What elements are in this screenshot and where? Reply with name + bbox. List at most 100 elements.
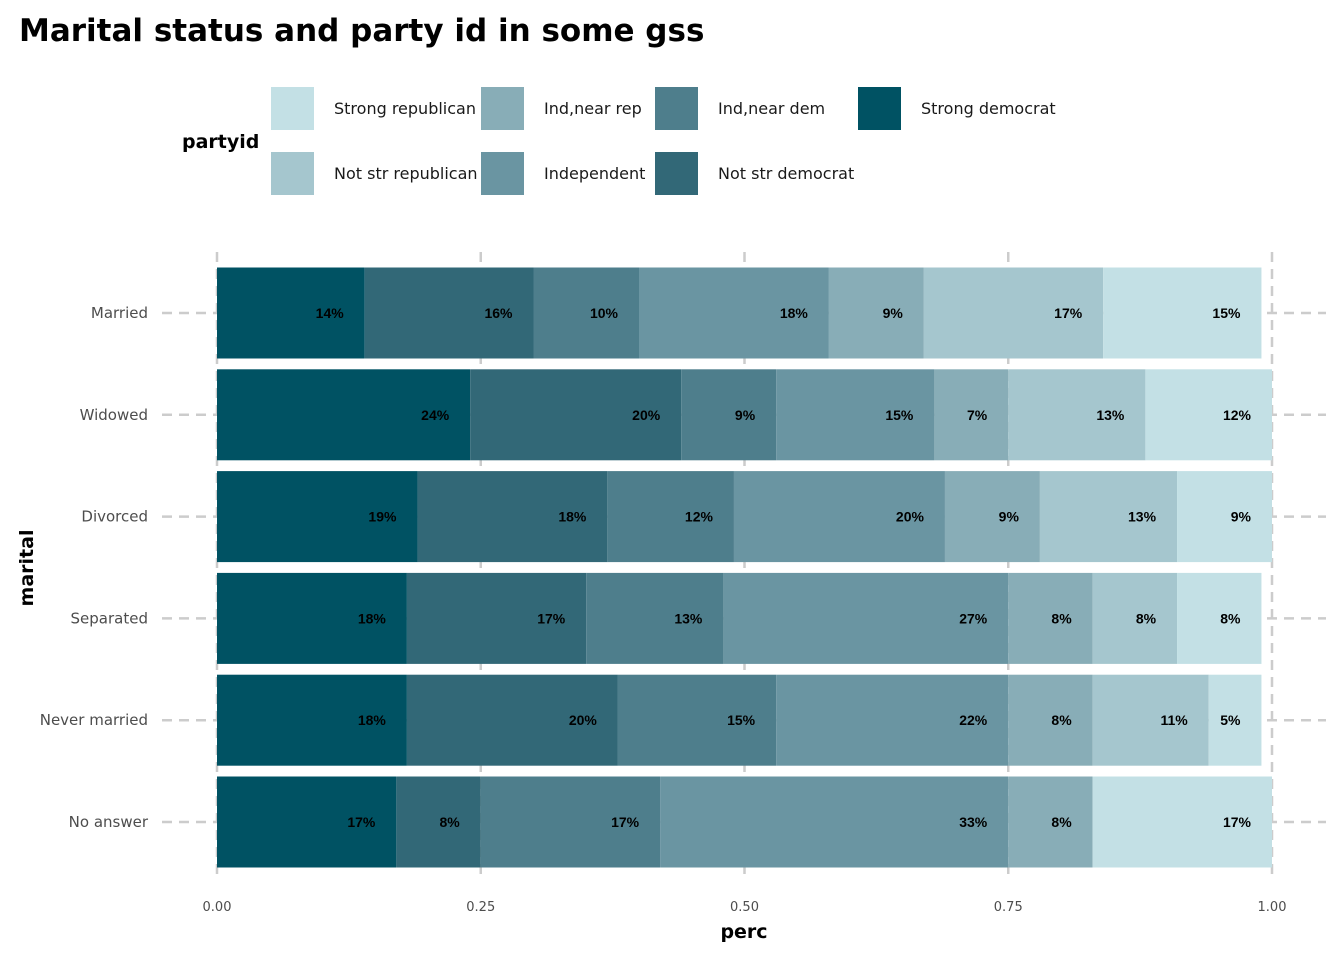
bar-label: 17%: [611, 814, 640, 830]
bar-never-married-not-str-democrat: [406, 674, 618, 766]
bar-widowed-not-str-democrat: [470, 369, 682, 461]
bar-divorced-independent: [733, 471, 945, 563]
bar-label: 9%: [1231, 509, 1252, 525]
bar-no-answer-ind-near-dem: [480, 776, 661, 868]
bar-label: 19%: [368, 509, 397, 525]
x-tick-label: 0.75: [994, 900, 1023, 915]
bar-label: 13%: [674, 610, 703, 626]
bar-widowed-independent: [776, 369, 935, 461]
bar-never-married-strong-republican: [1208, 674, 1262, 766]
bar-label: 20%: [632, 407, 661, 423]
bar-label: 17%: [1223, 814, 1252, 830]
legend-item-ind-near-dem: Ind,near dem: [655, 87, 825, 130]
bar-widowed-not-str-republican: [1008, 369, 1146, 461]
bar-never-married-ind-near-rep: [1008, 674, 1093, 766]
bar-never-married-ind-near-dem: [617, 674, 777, 766]
bar-widowed-ind-near-dem: [681, 369, 777, 461]
bar-label: 24%: [421, 407, 450, 423]
bar-label: 8%: [1136, 610, 1157, 626]
bar-label: 8%: [1051, 712, 1072, 728]
legend-label: Strong democrat: [921, 99, 1056, 118]
x-tick-label: 0.50: [730, 900, 759, 915]
bar-label: 15%: [1212, 305, 1241, 321]
bar-label: 12%: [1223, 407, 1252, 423]
bar-widowed-strong-democrat: [217, 369, 471, 461]
bar-never-married-not-str-republican: [1092, 674, 1209, 766]
legend-swatch: [271, 87, 314, 130]
y-tick-label: Never married: [40, 711, 148, 729]
bar-separated-strong-democrat: [217, 572, 407, 664]
bar-no-answer-ind-near-rep: [1008, 776, 1093, 868]
bar-label: 13%: [1096, 407, 1125, 423]
bar-no-answer-not-str-democrat: [396, 776, 481, 868]
bar-married-strong-republican: [1103, 267, 1262, 359]
bar-no-answer-strong-republican: [1092, 776, 1272, 868]
legend-item-not-str-republican: Not str republican: [271, 152, 478, 195]
bar-label: 18%: [558, 509, 587, 525]
bar-label: 15%: [727, 712, 756, 728]
bar-label: 5%: [1220, 712, 1241, 728]
legend-swatch: [481, 87, 524, 130]
bar-separated-ind-near-rep: [1008, 572, 1093, 664]
bar-label: 12%: [685, 509, 714, 525]
legend-swatch: [858, 87, 901, 130]
bar-label: 17%: [1054, 305, 1083, 321]
bar-no-answer-strong-democrat: [217, 776, 397, 868]
bar-divorced-strong-republican: [1177, 471, 1272, 563]
bar-label: 27%: [959, 610, 988, 626]
bar-label: 8%: [1051, 610, 1072, 626]
bar-label: 11%: [1160, 712, 1188, 728]
bar-label: 7%: [967, 407, 988, 423]
legend-swatch: [655, 152, 698, 195]
legend-item-ind-near-rep: Ind,near rep: [481, 87, 642, 130]
bar-divorced-ind-near-dem: [607, 471, 734, 563]
bar-never-married-independent: [776, 674, 1009, 766]
bar-label: 20%: [896, 509, 925, 525]
x-tick-label: 0.00: [203, 900, 232, 915]
bar-never-married-strong-democrat: [217, 674, 407, 766]
bar-married-not-str-republican: [923, 267, 1104, 359]
chart-title: Marital status and party id in some gss: [19, 13, 704, 49]
bar-label: 18%: [358, 712, 387, 728]
legend-label: Not str republican: [334, 164, 478, 183]
x-tick-label: 0.25: [466, 900, 495, 915]
bar-label: 9%: [883, 305, 904, 321]
bar-label: 10%: [590, 305, 619, 321]
bar-label: 16%: [484, 305, 513, 321]
bar-widowed-strong-republican: [1145, 369, 1272, 461]
legend-label: Strong republican: [334, 99, 476, 118]
x-tick-label: 1.00: [1258, 900, 1287, 915]
bar-label: 18%: [358, 610, 387, 626]
legend: partyid Strong republican Not str republi…: [182, 87, 1056, 195]
bar-married-ind-near-rep: [828, 267, 924, 359]
bar-label: 33%: [959, 814, 988, 830]
bar-separated-not-str-republican: [1092, 572, 1178, 664]
legend-swatch: [655, 87, 698, 130]
bar-married-ind-near-dem: [533, 267, 639, 359]
bar-separated-not-str-democrat: [406, 572, 587, 664]
bar-divorced-ind-near-rep: [944, 471, 1040, 563]
legend-swatch: [481, 152, 524, 195]
bar-label: 17%: [347, 814, 376, 830]
legend-label: Ind,near rep: [544, 99, 642, 118]
bar-married-not-str-democrat: [364, 267, 534, 359]
bar-label: 14%: [316, 305, 345, 321]
bar-label: 8%: [440, 814, 461, 830]
bar-no-answer-independent: [660, 776, 1009, 868]
legend-item-not-str-democrat: Not str democrat: [655, 152, 854, 195]
y-axis-title: marital: [16, 530, 38, 607]
legend-item-strong-democrat: Strong democrat: [858, 87, 1056, 130]
bar-label: 17%: [537, 610, 566, 626]
bar-label: 22%: [959, 712, 988, 728]
bar-divorced-not-str-democrat: [417, 471, 608, 563]
bar-separated-strong-republican: [1177, 572, 1262, 664]
legend-label: Independent: [544, 164, 645, 183]
legend-title: partyid: [182, 131, 259, 153]
bar-divorced-strong-democrat: [217, 471, 418, 563]
bar-married-independent: [639, 267, 829, 359]
bar-label: 15%: [885, 407, 914, 423]
bar-widowed-ind-near-rep: [934, 369, 1009, 461]
legend-label: Ind,near dem: [718, 99, 825, 118]
x-axis-title: perc: [720, 921, 767, 943]
